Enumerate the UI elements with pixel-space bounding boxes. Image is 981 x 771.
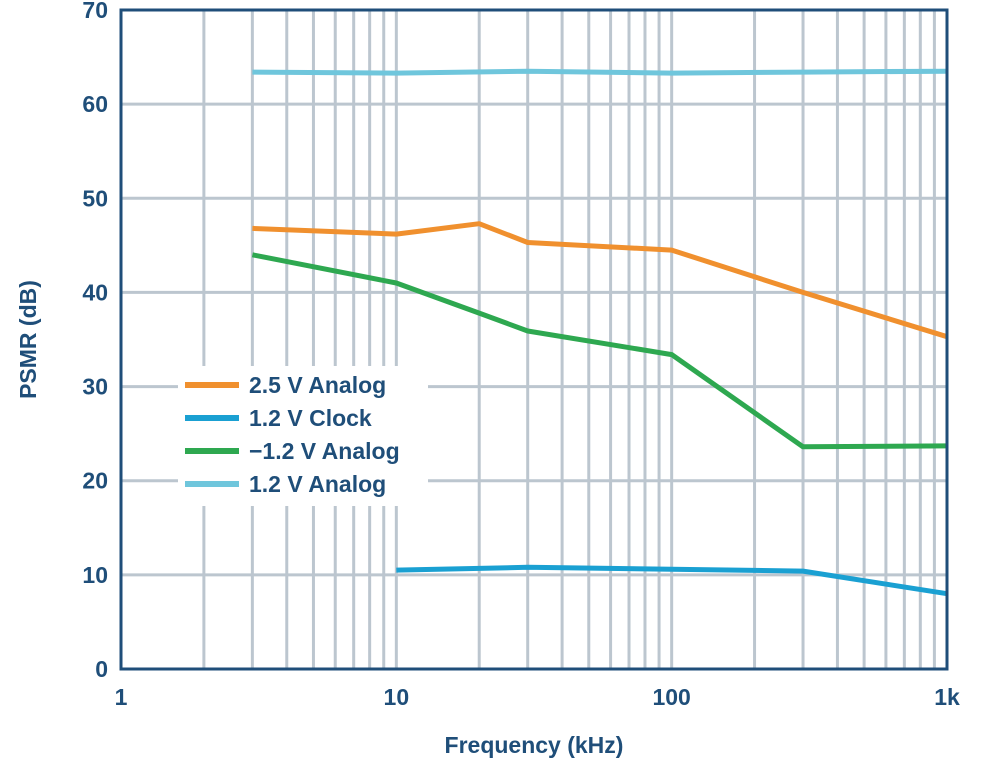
legend-label-0: 2.5 V Analog: [249, 372, 386, 398]
series-line-0: [252, 221, 948, 340]
y-tick-label: 10: [82, 562, 108, 588]
legend-label-3: 1.2 V Analog: [249, 471, 386, 497]
plot-frame: [119, 8, 949, 671]
grid-lines: [121, 10, 947, 669]
legend-label-2: −1.2 V Analog: [249, 438, 400, 464]
series-line-2: [251, 252, 948, 450]
y-tick-label: 40: [82, 279, 108, 305]
x-tick-label: 1: [115, 684, 128, 710]
legend: 2.5 V Analog 1.2 V Clock −1.2 V Analog 1.2 …: [185, 372, 400, 497]
y-axis-title: PSMR (dB): [15, 280, 41, 399]
x-tick-label: 100: [652, 684, 690, 710]
legend-label-1: 1.2 V Clock: [249, 405, 372, 431]
series-line-1: [396, 564, 948, 597]
y-tick-label: 0: [95, 656, 108, 682]
y-tick-label: 30: [82, 374, 108, 400]
series-line-3: [252, 68, 948, 76]
series-lines: [251, 68, 948, 597]
y-tick-label: 50: [82, 185, 108, 211]
x-tick-label: 10: [384, 684, 410, 710]
y-tick-label: 70: [82, 0, 108, 23]
tick-labels: 0 10 20 30 40 50 60 70 1 10 100 1k: [82, 0, 960, 710]
y-tick-label: 60: [82, 91, 108, 117]
y-tick-label: 20: [82, 468, 108, 494]
x-tick-label: 1k: [934, 684, 960, 710]
x-axis-title: Frequency (kHz): [445, 732, 624, 758]
